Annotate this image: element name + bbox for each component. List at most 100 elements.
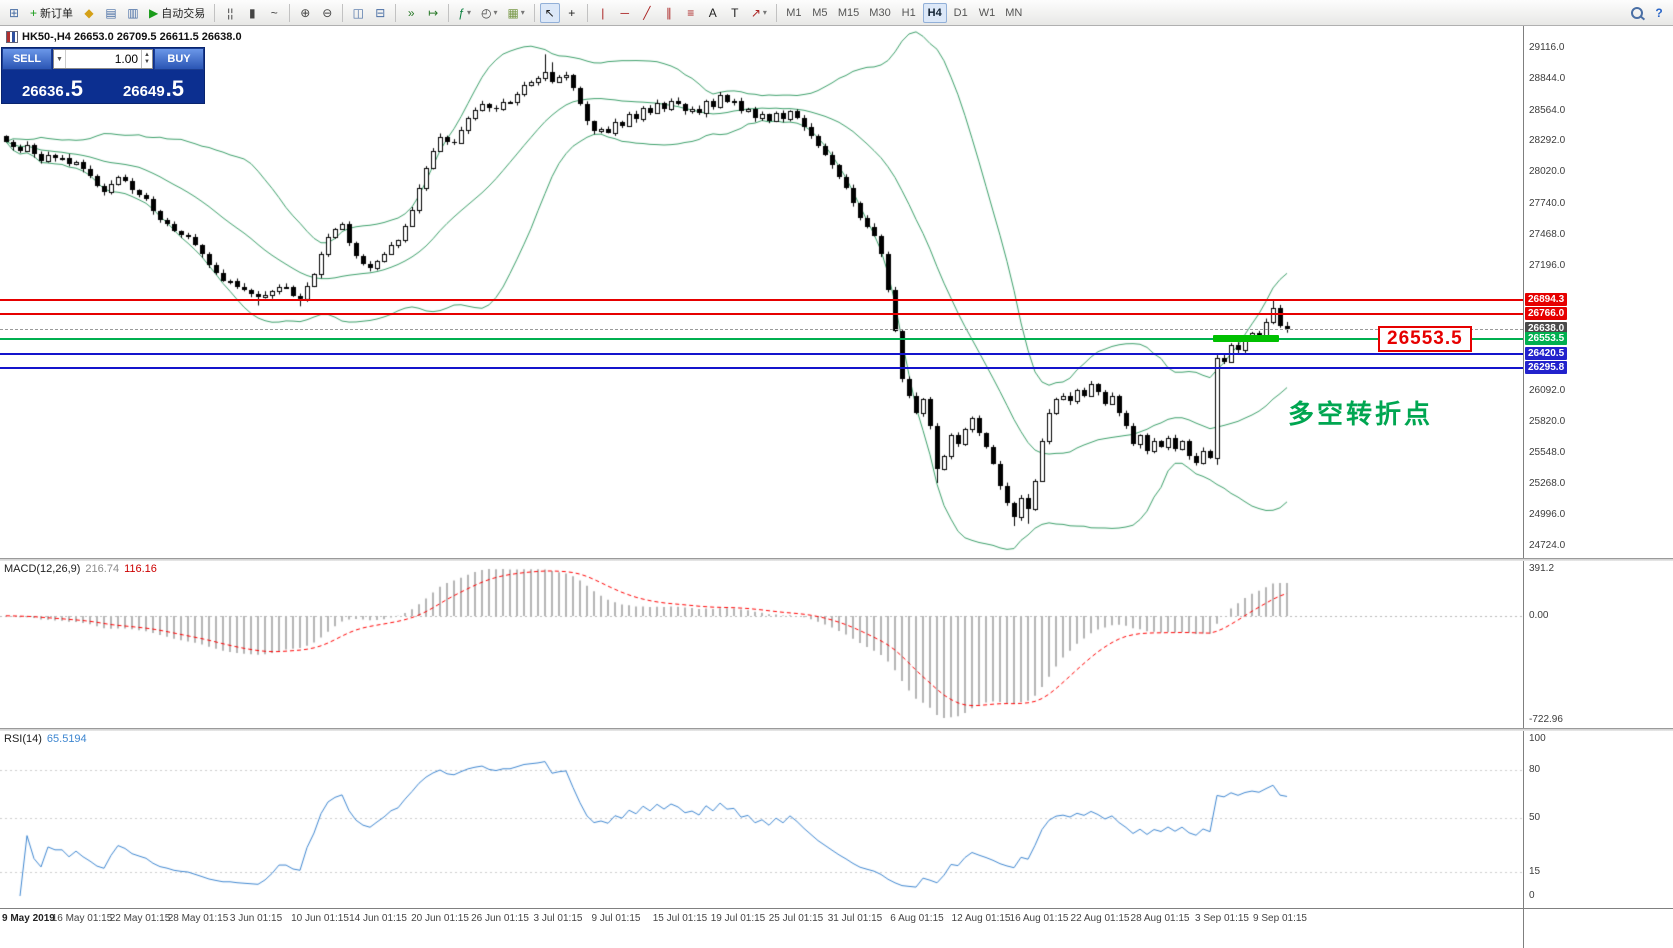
panel-resize-separator[interactable]	[0, 558, 1673, 561]
panel-resize-separator-2[interactable]	[0, 728, 1673, 731]
turning-point-label[interactable]: 多空转折点	[1288, 399, 1434, 429]
price-tag-26553.5: 26553.5	[1525, 332, 1568, 345]
macd-canvas[interactable]	[0, 561, 1523, 728]
vertical-line-button[interactable]: |	[601, 5, 605, 20]
text-button[interactable]: A	[708, 5, 717, 20]
rsi-panel: RSI(14) 65.5194	[0, 731, 1523, 908]
arrows-button[interactable]: ↗ ▾	[750, 5, 767, 20]
volume-spinner[interactable]: ▲ ▼	[141, 50, 152, 68]
templates-button[interactable]: ▦ ▾	[507, 5, 525, 20]
time-axis-label: 3 Jun 01:15	[229, 913, 283, 924]
macd-axis[interactable]: 391.2 0.00 -722.96	[1523, 561, 1673, 728]
help-button[interactable]: ?	[1649, 3, 1669, 23]
toolbar-separator	[214, 3, 216, 22]
rsi-axis-label: 50	[1529, 811, 1541, 823]
level-line-26295.8[interactable]	[0, 367, 1523, 369]
rsi-title: RSI(14) 65.5194	[4, 733, 87, 745]
time-axis-label: 10 Jun 01:15	[291, 913, 349, 924]
level-line-26766.0[interactable]	[0, 313, 1523, 315]
time-axis-label: 31 Jul 01:15	[827, 913, 883, 924]
indicators-button[interactable]: ƒ ▾	[458, 5, 471, 20]
buy-price: 26649.5	[122, 76, 185, 101]
buy-button[interactable]: BUY	[154, 48, 204, 70]
zoom-in-button[interactable]: ⊕	[300, 5, 311, 20]
price-axis-label: 27196.0	[1529, 259, 1566, 271]
price-tag-26766.0: 26766.0	[1525, 307, 1568, 320]
time-axis-label: 14 Jun 01:15	[349, 913, 407, 924]
rsi-axis-label: 100	[1529, 733, 1546, 744]
volume-dropdown-icon[interactable]: ▼	[54, 50, 66, 68]
timeframe-h1-button[interactable]: H1	[901, 6, 916, 19]
price-axis-label: 28564.0	[1529, 104, 1566, 116]
market-watch-button[interactable]: ▤	[105, 5, 117, 20]
symbol-header: HK50-,H4 26653.0 26709.5 26611.5 26638.0	[6, 31, 242, 43]
rsi-axis-label: 0	[1529, 890, 1535, 901]
timeframe-d1-button[interactable]: D1	[953, 6, 968, 19]
toolbar-groups: ⊞ + 新订单 ◆ ▤ ▥ ▶ 自动交易 ¦¦ ▮ ~ ⊕ ⊖ ◫ ⊟ » ↦ ƒ ▾ ◴ ▾ ▦ ▾ ↖ + | ─ ╱ ∥ ≡ A T ↗ ▾…	[3, 2, 1027, 23]
sell-price: 26636.5	[21, 76, 84, 101]
level-line-26553.5[interactable]	[0, 338, 1523, 340]
price-axis-label: 25820.0	[1529, 415, 1566, 427]
time-axis-corner	[1523, 908, 1673, 948]
time-axis-label: 9 Sep 01:15	[1253, 913, 1307, 924]
timeframe-mn-button[interactable]: MN	[1005, 6, 1023, 19]
profiles-button[interactable]: ◆	[84, 5, 94, 20]
price-tag-26894.3: 26894.3	[1525, 293, 1568, 306]
time-axis-label: 28 May 01:15	[167, 913, 229, 924]
timeframe-h4-button[interactable]: H4	[922, 2, 947, 23]
auto-trading-button[interactable]: ▶ 自动交易	[149, 5, 206, 20]
arrange-windows-button[interactable]: ⊟	[375, 5, 386, 20]
rsi-axis[interactable]: 100 80 50 15 0	[1523, 731, 1673, 908]
line-chart-button[interactable]: ~	[270, 5, 278, 20]
rsi-canvas[interactable]	[0, 731, 1523, 908]
spinner-down-icon[interactable]: ▼	[144, 59, 150, 65]
new-chart-button[interactable]: ⊞	[8, 5, 20, 20]
zoom-out-button[interactable]: ⊖	[322, 5, 333, 20]
horizontal-line-button[interactable]: ─	[620, 5, 630, 20]
timeframe-m5-button[interactable]: M5	[812, 6, 828, 19]
timeframe-m30-button[interactable]: M30	[869, 6, 891, 19]
time-axis-label: 16 May 01:15	[51, 913, 113, 924]
price-axis-label: 24996.0	[1529, 509, 1566, 521]
macd-signal-value: 116.16	[124, 563, 157, 575]
price-chart-canvas[interactable]	[0, 26, 1523, 558]
periods-button[interactable]: ◴ ▾	[480, 5, 498, 20]
level-line-26420.5[interactable]	[0, 353, 1523, 355]
volume-value[interactable]: 1.00	[114, 52, 139, 66]
spinner-up-icon[interactable]: ▲	[144, 52, 150, 58]
time-axis[interactable]: 9 May 2019 16 May 01:15 22 May 01:15 28 May…	[0, 908, 1673, 948]
level-line-26894.3[interactable]	[0, 299, 1523, 301]
search-button[interactable]	[1627, 3, 1647, 23]
crosshair-button[interactable]: +	[568, 5, 576, 20]
price-tag-26295.8: 26295.8	[1525, 361, 1568, 374]
green-highlight-segment[interactable]	[1213, 335, 1279, 342]
rsi-axis-label: 80	[1529, 764, 1541, 776]
rsi-value: 65.5194	[46, 733, 87, 745]
data-window-button[interactable]: ▥	[127, 5, 139, 20]
macd-panel: MACD(12,26,9) 216.74 116.16	[0, 561, 1523, 728]
price-annotation-box[interactable]: 26553.5	[1378, 326, 1472, 352]
label-button[interactable]: T	[731, 5, 739, 20]
chart-shift-button[interactable]: ↦	[428, 5, 439, 20]
price-axis[interactable]: 26894.3 26766.0 26638.0 26553.5 26420.5 26295…	[1523, 26, 1673, 558]
help-icon: ?	[1655, 5, 1663, 20]
timeframe-m1-button[interactable]: M1	[786, 6, 802, 19]
channel-button[interactable]: ∥	[665, 5, 672, 20]
cursor-button[interactable]: ↖	[539, 2, 560, 23]
volume-input[interactable]: ▼ 1.00 ▲ ▼	[53, 49, 153, 69]
timeframe-w1-button[interactable]: W1	[978, 6, 996, 19]
trendline-button[interactable]: ╱	[643, 5, 651, 20]
tile-windows-button[interactable]: ◫	[352, 5, 364, 20]
toolbar-separator	[775, 3, 777, 22]
sell-button[interactable]: SELL	[2, 48, 52, 70]
price-chart: HK50-,H4 26653.0 26709.5 26611.5 26638.0…	[0, 26, 1523, 558]
auto-scroll-button[interactable]: »	[407, 5, 415, 20]
timeframe-m15-button[interactable]: M15	[837, 6, 860, 19]
bar-chart-button[interactable]: ¦¦	[227, 5, 234, 20]
candlestick-chart-button[interactable]: ▮	[248, 5, 256, 20]
fibonacci-button[interactable]: ≡	[687, 5, 695, 20]
time-axis-labels[interactable]: 9 May 2019 16 May 01:15 22 May 01:15 28 May…	[0, 908, 1523, 948]
new-order-button[interactable]: + 新订单	[30, 5, 74, 20]
macd-axis-bottom: -722.96	[1529, 714, 1563, 725]
time-axis-label: 15 Jul 01:15	[652, 913, 708, 924]
